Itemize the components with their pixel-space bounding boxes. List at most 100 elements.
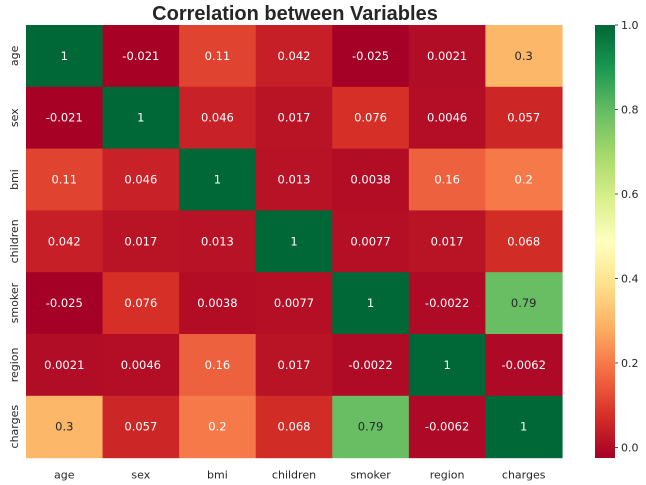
x-tick-label: age (54, 469, 75, 482)
heatmap-cell (332, 25, 410, 88)
cell-value-label: 0.11 (51, 173, 77, 187)
cell-value-label: 0.3 (55, 420, 73, 434)
x-tick-label: sex (131, 469, 150, 482)
colorbar-tick-label: 0.0 (621, 441, 639, 454)
heatmap-cell (179, 148, 257, 211)
y-tick-label: age (8, 45, 21, 66)
heatmap-cell (179, 395, 257, 459)
heatmap-cell (255, 210, 333, 273)
cell-value-label: 0.068 (278, 420, 311, 434)
x-tick-label: charges (502, 469, 546, 482)
cell-value-label: 1 (290, 234, 297, 248)
cell-value-label: 0.017 (278, 111, 311, 125)
cell-value-label: -0.0062 (425, 420, 469, 434)
x-tick-label: smoker (350, 469, 391, 482)
heatmap-cell (255, 395, 333, 459)
cell-value-label: 0.2 (515, 173, 533, 187)
cell-value-label: 0.068 (507, 234, 540, 248)
colorbar-gradient (595, 25, 615, 458)
heatmap-cell (255, 272, 333, 335)
x-tick-label: bmi (207, 469, 228, 482)
heatmap-cell (102, 148, 180, 211)
heatmap-cell (26, 25, 104, 88)
colorbar-tick-label: 1.0 (621, 19, 639, 32)
cell-value-label: 0.0038 (350, 173, 390, 187)
colorbar: 0.0 0.2 0.4 0.6 0.8 1.0 (595, 19, 639, 458)
heatmap-cell (102, 86, 180, 150)
y-tick-label: region (8, 347, 21, 382)
heatmap-cell (26, 86, 104, 150)
heatmap-cell (26, 395, 104, 459)
cell-value-label: -0.0022 (425, 296, 469, 310)
heatmap-cell (408, 86, 487, 150)
heatmap-cell (102, 395, 180, 459)
cell-value-label: 0.057 (507, 111, 540, 125)
cell-value-label: 0.046 (124, 173, 157, 187)
cell-value-label: 1 (367, 296, 374, 310)
cell-value-label: -0.021 (122, 49, 159, 63)
x-tick-label: region (430, 469, 465, 482)
cell-value-label: 0.046 (201, 111, 234, 125)
cell-value-label: 0.11 (205, 49, 231, 63)
cell-value-label: 0.79 (358, 420, 384, 434)
heatmap-cell (332, 395, 410, 459)
cell-value-label: 0.0038 (197, 296, 237, 310)
chart-title: Correlation between Variables (152, 3, 438, 25)
cell-value-label: 0.042 (48, 234, 81, 248)
heatmap-cell (332, 272, 410, 335)
cell-value-label: 1 (214, 173, 221, 187)
heatmap-cell (485, 210, 563, 273)
heatmap-cell (408, 334, 487, 397)
cell-value-label: 0.16 (205, 358, 231, 372)
cell-value-label: -0.021 (46, 111, 83, 125)
heatmap-cell (408, 210, 487, 273)
cell-value-label: 1 (61, 49, 68, 63)
heatmap-cell (332, 210, 410, 273)
y-tick-label: charges (8, 405, 21, 449)
cell-value-label: 0.0077 (350, 234, 390, 248)
cell-value-label: 1 (137, 111, 144, 125)
cell-value-label: 1 (520, 420, 527, 434)
heatmap-cell (179, 86, 257, 150)
heatmap-cell (332, 86, 410, 150)
y-tick-label: sex (8, 108, 21, 127)
cell-value-label: 0.013 (278, 173, 311, 187)
colorbar-tick-label: 0.8 (621, 103, 639, 116)
heatmap-cell (485, 334, 563, 397)
heatmap-cell (26, 272, 104, 335)
heatmap-cell (255, 148, 333, 211)
heatmap-cell (179, 272, 257, 335)
heatmap-cell (26, 334, 104, 397)
x-axis-ticks: age sex bmi children smoker region charges (54, 469, 546, 482)
y-tick-label: bmi (8, 169, 21, 190)
cell-value-label: 0.0077 (274, 296, 314, 310)
colorbar-tick-label: 0.2 (621, 357, 639, 370)
cell-value-label: 0.16 (434, 173, 460, 187)
cell-value-label: 0.2 (208, 420, 226, 434)
heatmap-cell (255, 86, 333, 150)
heatmap-cell (102, 210, 180, 273)
heatmap-cells: 1 -0.021 0.11 0.042 -0.025 0.0021 0.3 -0.021 1 0.… (26, 25, 563, 459)
heatmap-cell (332, 148, 410, 211)
y-tick-label: smoker (8, 282, 21, 323)
heatmap-cell (102, 272, 180, 335)
y-tick-label: children (8, 219, 21, 263)
cell-value-label: 1 (443, 358, 450, 372)
heatmap-cell (255, 25, 333, 88)
y-axis-ticks: age sex bmi children smoker region charges (8, 45, 21, 448)
colorbar-tick-label: 0.4 (621, 272, 639, 285)
cell-value-label: 0.3 (515, 49, 533, 63)
cell-value-label: 0.042 (278, 49, 311, 63)
heatmap-cell (179, 25, 257, 88)
heatmap-cell (102, 334, 180, 397)
cell-value-label: 0.057 (124, 420, 157, 434)
heatmap-cell (179, 334, 257, 397)
cell-value-label: -0.025 (352, 49, 389, 63)
heatmap-cell (485, 272, 563, 335)
cell-value-label: 0.076 (354, 111, 387, 125)
cell-value-label: -0.0022 (348, 358, 392, 372)
heatmap-cell (485, 86, 563, 150)
colorbar-tick-label: 0.6 (621, 188, 639, 201)
heatmap-cell (485, 148, 563, 211)
